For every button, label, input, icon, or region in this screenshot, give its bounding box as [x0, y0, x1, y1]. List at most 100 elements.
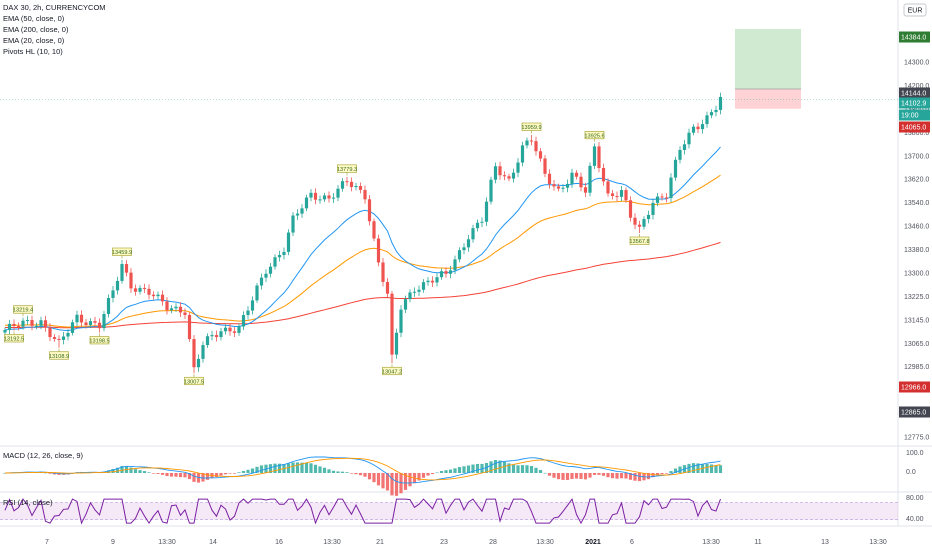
macd-histogram-bar	[151, 473, 156, 474]
candle-body	[259, 277, 264, 286]
candle-body	[34, 325, 39, 327]
candle-body	[376, 238, 381, 263]
macd-histogram-bar	[43, 472, 48, 474]
currency-badge	[903, 3, 927, 17]
macd-histogram-bar	[169, 473, 174, 477]
macd-histogram-bar	[502, 461, 507, 473]
candle-body	[403, 299, 408, 310]
candle-body	[529, 140, 534, 142]
candle-body	[673, 159, 678, 178]
macd-histogram-bar	[214, 473, 219, 478]
price-badge-text: 14144.0	[901, 91, 926, 98]
macd-histogram-bar	[714, 465, 718, 473]
macd-histogram-bar	[192, 473, 196, 482]
candle-body	[25, 320, 30, 322]
macd-histogram-bar	[286, 463, 291, 473]
macd-histogram-bar	[489, 461, 493, 473]
pivot-label: 13198.5	[89, 338, 109, 344]
macd-histogram-bar	[376, 473, 381, 486]
candle-body	[687, 132, 691, 145]
candle-body	[156, 294, 160, 297]
candle-body	[12, 323, 16, 327]
macd-histogram-bar	[237, 472, 241, 473]
candle-body	[615, 195, 619, 197]
macd-signal-line	[5, 457, 721, 481]
candle-body	[363, 189, 367, 200]
candle-body	[201, 345, 205, 359]
macd-histogram-bar	[183, 473, 187, 478]
candle-body	[291, 215, 295, 233]
candle-body	[502, 175, 507, 177]
pivot-label: 13567.8	[629, 239, 649, 245]
candle-body	[642, 219, 646, 227]
macd-histogram-bar	[691, 463, 696, 473]
macd-histogram-bar	[165, 473, 169, 477]
macd-histogram-bar	[655, 473, 660, 476]
legend-ema20[interactable]: EMA (20, close, 0)	[3, 36, 65, 45]
candle-body	[295, 213, 300, 216]
macd-line	[4, 456, 721, 484]
price-badge-text: 14384.0	[901, 35, 926, 42]
legend-macd[interactable]: MACD (12, 26, close, 9)	[3, 451, 84, 460]
macd-histogram-bar	[291, 462, 295, 473]
time-tick-label: 13:30	[869, 539, 887, 546]
candle-body	[214, 335, 219, 338]
candle-body	[192, 339, 196, 368]
macd-histogram-bar	[156, 473, 160, 474]
candle-body	[457, 250, 462, 260]
legend-ema50[interactable]: EMA (50, close, 0)	[3, 14, 65, 23]
macd-histogram-bar	[295, 462, 300, 473]
legend-pivots[interactable]: Pivots HL (10, 10)	[3, 47, 63, 56]
time-tick-label: 11	[754, 539, 761, 546]
macd-histogram-bar	[547, 473, 552, 476]
macd-histogram-bar	[498, 460, 502, 473]
candle-body	[237, 326, 241, 333]
macd-histogram-bar	[250, 468, 255, 473]
macd-histogram-bar	[385, 473, 390, 491]
candle-body	[84, 322, 88, 326]
candle-body	[516, 162, 520, 173]
price-tick-label: 12985.0	[904, 364, 929, 371]
macd-histogram-bar	[138, 470, 142, 473]
macd-histogram-bar	[444, 470, 448, 473]
macd-histogram-bar	[453, 468, 457, 473]
macd-histogram-bar	[322, 467, 327, 473]
time-tick-label: 6	[630, 539, 634, 546]
candle-body	[277, 255, 282, 258]
candle-body	[318, 199, 322, 201]
chart-title[interactable]: DAX 30, 2h, CURRENCYCOM	[3, 3, 106, 12]
candle-body	[142, 287, 147, 289]
legend-ema200[interactable]: EMA (200, close, 0)	[3, 25, 69, 34]
candle-body	[439, 271, 444, 278]
legend-rsi[interactable]: RSI (14, close)	[3, 498, 53, 507]
candle-body	[102, 314, 106, 329]
macd-histogram-bar	[552, 473, 556, 478]
candle-body	[232, 331, 237, 333]
macd-histogram-bar	[565, 473, 570, 480]
candle-body	[543, 158, 547, 174]
candle-body	[628, 200, 633, 218]
candle-body	[88, 321, 93, 326]
candle-body	[210, 335, 214, 337]
candle-body	[597, 146, 601, 168]
macd-histogram-bar	[556, 473, 561, 480]
candle-body	[709, 112, 714, 116]
candle-body	[30, 320, 34, 326]
macd-histogram-bar	[466, 465, 471, 473]
macd-histogram-bar	[259, 465, 264, 473]
macd-histogram-bar	[516, 465, 520, 473]
macd-histogram-bar	[534, 467, 538, 473]
macd-histogram-bar	[615, 473, 619, 479]
macd-histogram-bar	[592, 473, 597, 475]
macd-histogram-bar	[309, 463, 313, 473]
price-tick-label: 13700.0	[904, 153, 929, 160]
macd-histogram-bar	[358, 473, 363, 476]
price-tick-label: 13145.0	[904, 317, 929, 324]
candle-body	[619, 190, 624, 197]
candle-body	[264, 273, 268, 278]
macd-histogram-bar	[637, 473, 642, 482]
macd-histogram-bar	[538, 469, 543, 473]
candle-body	[196, 358, 201, 368]
macd-histogram-bar	[597, 473, 601, 475]
